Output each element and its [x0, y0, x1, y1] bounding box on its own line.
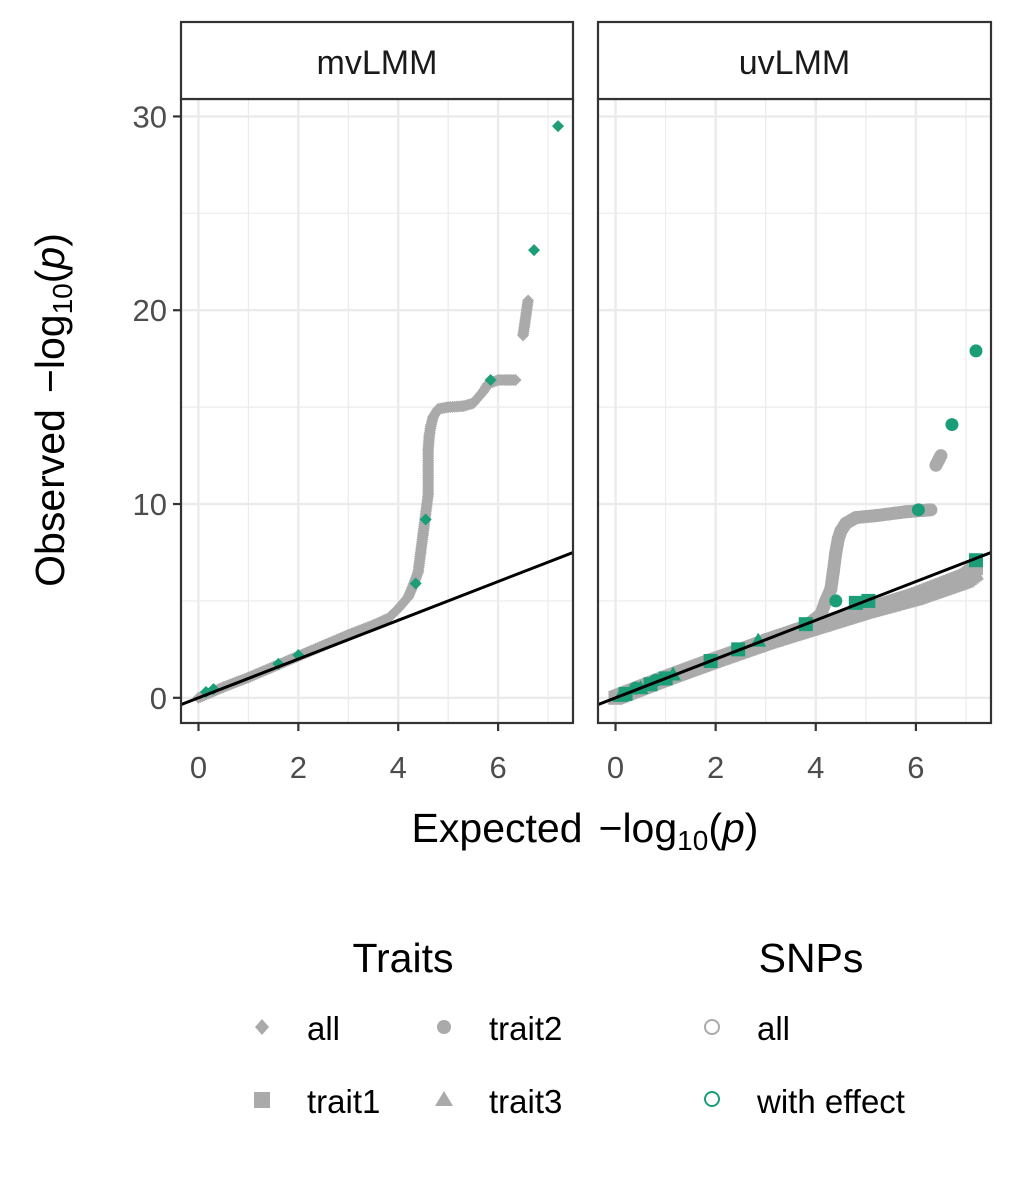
- data-point: [934, 449, 948, 463]
- triangle-icon: [435, 1091, 453, 1106]
- y-axis-title-sub: 10: [47, 283, 78, 314]
- y-tick-label: 0: [150, 681, 167, 716]
- open-circle-icon: [704, 1019, 720, 1035]
- diamond-icon: [255, 1019, 269, 1035]
- y-axis-title: Observed −log10(p): [27, 233, 78, 587]
- facet-strip: [179, 20, 575, 101]
- data-point: [509, 373, 522, 386]
- panel-data-layer: [598, 344, 991, 706]
- x-tick-label: 2: [290, 750, 307, 785]
- data-point: [552, 120, 565, 133]
- facet-panel-uvLMM: uvLMM 0 2 4 6: [596, 20, 993, 785]
- panels: mvLMM 0 2 4 6 0 10 20 30 uvLMM 0 2 4 6: [133, 20, 993, 785]
- y-axis-title-close: ): [27, 233, 73, 247]
- legend-traits-item-trait1: trait1: [307, 1083, 380, 1120]
- x-tick-label: 4: [390, 750, 407, 785]
- data-point: [969, 344, 983, 358]
- data-point: [924, 503, 938, 517]
- legend-traits-item-trait2: trait2: [489, 1010, 562, 1047]
- y-tick-label: 30: [133, 99, 167, 134]
- facet-strip: [596, 20, 993, 101]
- y-axis-title-open: (: [27, 269, 73, 283]
- x-axis-title-sub: 10: [677, 825, 708, 856]
- data-point: [945, 418, 959, 432]
- y-axis-title-var: p: [27, 247, 73, 272]
- y-tick-label: 20: [133, 293, 167, 328]
- data-point: [829, 594, 843, 608]
- x-axis-title: Expected −log10(p): [412, 805, 759, 856]
- x-tick-label: 2: [707, 750, 724, 785]
- x-tick-label: 0: [190, 750, 207, 785]
- panel-background: [598, 99, 991, 723]
- data-point: [409, 577, 422, 590]
- data-point: [419, 513, 432, 526]
- legend-snps-title: SNPs: [759, 935, 864, 981]
- square-icon: [254, 1092, 270, 1108]
- data-point: [528, 244, 541, 257]
- open-circle-icon: [704, 1091, 720, 1107]
- x-tick-label: 4: [807, 750, 824, 785]
- y-axis-title-main: Observed: [27, 409, 73, 587]
- reference-line: [598, 551, 991, 706]
- legend-snps-item-all: all: [757, 1010, 790, 1047]
- reference-line: [181, 551, 573, 706]
- data-point: [911, 503, 925, 517]
- legend-snps: SNPs all with effect: [704, 935, 905, 1120]
- panel-data-layer: [181, 120, 573, 706]
- x-tick-label: 6: [907, 750, 924, 785]
- legend-traits-title: Traits: [353, 935, 454, 981]
- x-axis-title-var: p: [720, 805, 745, 851]
- x-tick-label: 6: [489, 750, 506, 785]
- legend-traits: Traits all trait2 trait1 trait3: [254, 935, 562, 1120]
- x-axis-title-main: Expected: [412, 805, 583, 851]
- facet-strip-label: uvLMM: [739, 44, 850, 82]
- legend-traits-item-all: all: [307, 1010, 340, 1047]
- facet-strip-label: mvLMM: [317, 44, 438, 82]
- x-axis-title-minus: −log: [599, 805, 678, 851]
- legend-traits-item-trait3: trait3: [489, 1083, 562, 1120]
- data-point: [967, 565, 984, 580]
- circle-icon: [437, 1020, 451, 1034]
- data-point: [484, 373, 497, 386]
- x-tick-label: 0: [607, 750, 624, 785]
- y-tick-label: 10: [133, 487, 167, 522]
- y-axis-title-minus: −log: [27, 314, 73, 393]
- x-axis-title-close: ): [745, 805, 759, 851]
- x-axis-title-open: (: [708, 805, 722, 851]
- legend-snps-item-with-effect: with effect: [756, 1083, 905, 1120]
- facet-panel-mvLMM: mvLMM 0 2 4 6 0 10 20 30: [133, 20, 575, 785]
- data-point: [522, 294, 535, 307]
